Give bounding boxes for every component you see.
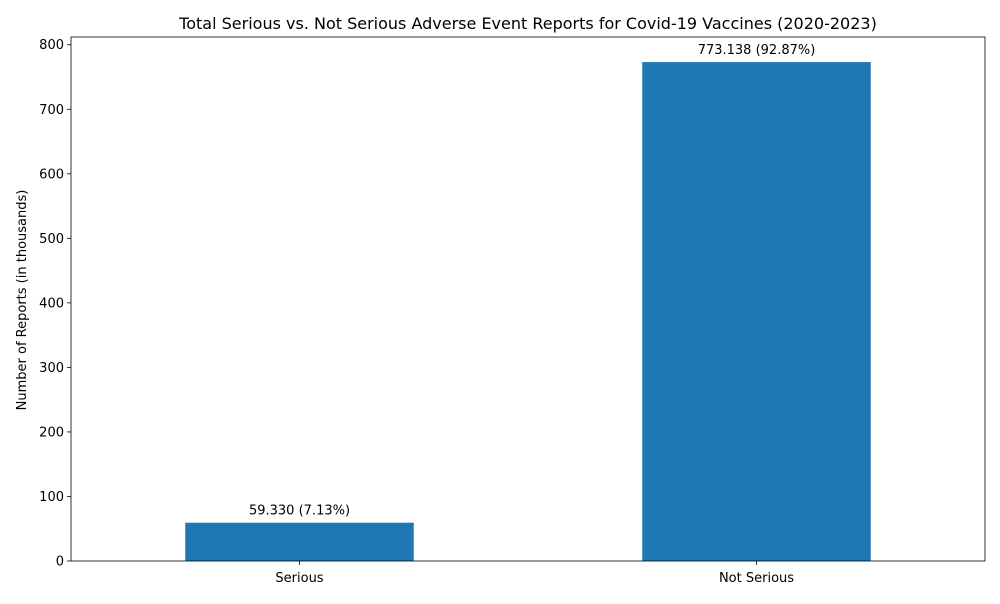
chart-title: Total Serious vs. Not Serious Adverse Ev… — [178, 14, 877, 33]
y-tick-label: 500 — [39, 232, 64, 247]
y-tick-label: 300 — [39, 361, 64, 376]
data-label: 59.330 (7.13%) — [249, 504, 350, 519]
y-tick-label: 600 — [39, 167, 64, 182]
x-tick-label: Not Serious — [719, 571, 794, 586]
y-tick-label: 100 — [39, 490, 64, 505]
y-tick-label: 0 — [56, 555, 64, 570]
data-label: 773.138 (92.87%) — [698, 43, 816, 58]
plot-frame — [70, 36, 986, 562]
y-tick-label: 800 — [39, 38, 64, 53]
bar-not-serious — [642, 62, 871, 562]
y-tick-label: 200 — [39, 425, 64, 440]
y-axis-label: Number of Reports (in thousands) — [15, 190, 30, 411]
bar-serious — [185, 522, 414, 561]
y-tick-label: 700 — [39, 103, 64, 118]
x-tick-label: Serious — [275, 571, 323, 586]
plot-area: 59.330 (7.13%) Serious 773.138 (92.87%) Not… — [39, 36, 986, 586]
y-tick-label: 400 — [39, 296, 64, 311]
